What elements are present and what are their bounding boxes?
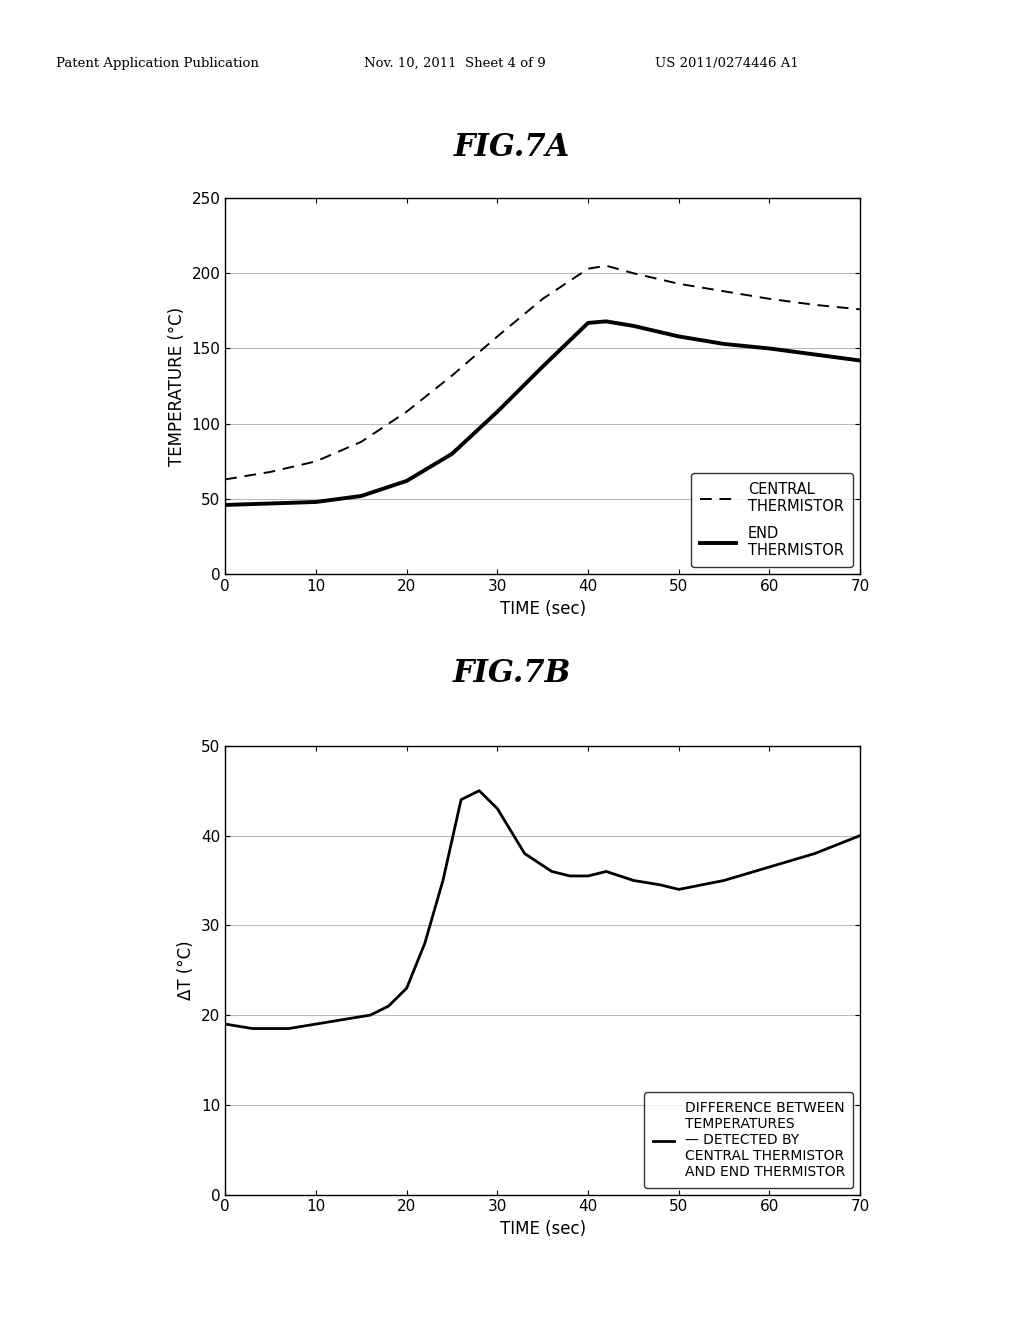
Legend: DIFFERENCE BETWEEN
TEMPERATURES
— DETECTED BY
CENTRAL THERMISTOR
AND END THERMIS: DIFFERENCE BETWEEN TEMPERATURES — DETECT… <box>644 1092 853 1188</box>
X-axis label: TIME (sec): TIME (sec) <box>500 599 586 618</box>
Text: Nov. 10, 2011  Sheet 4 of 9: Nov. 10, 2011 Sheet 4 of 9 <box>364 57 545 70</box>
Y-axis label: ΔT (°C): ΔT (°C) <box>177 940 196 1001</box>
Text: FIG.7A: FIG.7A <box>454 132 570 162</box>
Text: FIG.7B: FIG.7B <box>453 659 571 689</box>
Legend: CENTRAL
THERMISTOR, END
THERMISTOR: CENTRAL THERMISTOR, END THERMISTOR <box>691 473 853 566</box>
Text: US 2011/0274446 A1: US 2011/0274446 A1 <box>655 57 799 70</box>
Y-axis label: TEMPERATURE (°C): TEMPERATURE (°C) <box>168 306 186 466</box>
X-axis label: TIME (sec): TIME (sec) <box>500 1220 586 1238</box>
Text: Patent Application Publication: Patent Application Publication <box>56 57 259 70</box>
